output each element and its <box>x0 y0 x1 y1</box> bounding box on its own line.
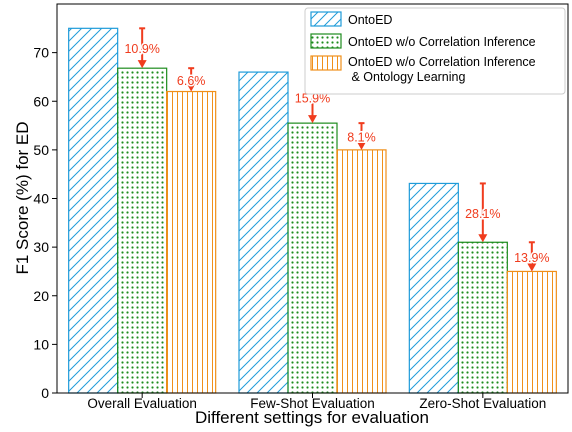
y-axis-label: F1 Score (%) for ED <box>13 121 32 274</box>
drop-percentage-label: 8.1% <box>347 131 376 145</box>
legend-swatch <box>310 11 342 27</box>
bar <box>408 182 459 394</box>
bar <box>238 71 289 394</box>
legend-entry: OntoED <box>310 11 392 27</box>
legend-label: & Ontology Learning <box>348 70 465 84</box>
bar <box>166 90 217 394</box>
drop-percentage-label: 6.6% <box>177 74 206 88</box>
y-tick-label: 0 <box>41 385 49 401</box>
legend-entry: OntoED w/o Correlation Inference <box>310 33 536 49</box>
legend-frame <box>304 7 566 95</box>
bar <box>506 270 557 394</box>
y-tick-label: 10 <box>33 336 49 352</box>
y-tick-label: 30 <box>33 239 49 255</box>
bars-layer <box>68 27 557 394</box>
drop-percentage-label: 13.9% <box>514 251 549 265</box>
x-tick-label: Zero-Shot Evaluation <box>419 396 546 411</box>
drop-percentage-label: 10.9% <box>124 42 159 56</box>
legend-entry: OntoED w/o Correlation Inference & Ontol… <box>310 55 536 84</box>
y-tick-label: 70 <box>33 45 49 61</box>
legend-label: OntoED <box>348 13 392 27</box>
x-tick-label: Few-Shot Evaluation <box>250 396 375 411</box>
drop-arrow <box>478 182 488 243</box>
legend-swatch <box>310 55 342 71</box>
bar <box>457 241 508 394</box>
legend-label: OntoED w/o Correlation Inference <box>348 55 536 69</box>
legend-label: OntoED w/o Correlation Inference <box>348 35 536 49</box>
y-tick-label: 40 <box>33 191 49 207</box>
y-tick-label: 60 <box>33 93 49 109</box>
drop-arrow <box>527 241 537 272</box>
drop-arrow <box>137 27 147 69</box>
legend-swatch <box>310 33 342 49</box>
drop-arrow <box>357 122 366 150</box>
bar <box>336 149 387 394</box>
y-tick-label: 50 <box>33 142 49 158</box>
y-axis: 0 10 20 30 40 50 60 70 <box>33 45 57 401</box>
x-tick-label: Overall Evaluation <box>87 396 197 411</box>
y-tick-label: 20 <box>33 288 49 304</box>
bar <box>117 67 168 394</box>
bar <box>287 122 338 394</box>
x-axis: Overall Evaluation Few-Shot Evaluation Zer… <box>87 393 546 411</box>
drop-percentage-label: 28.1% <box>465 207 500 221</box>
bar <box>68 27 119 394</box>
drop-arrow <box>186 67 196 92</box>
x-axis-label: Different settings for evaluation <box>195 408 429 427</box>
